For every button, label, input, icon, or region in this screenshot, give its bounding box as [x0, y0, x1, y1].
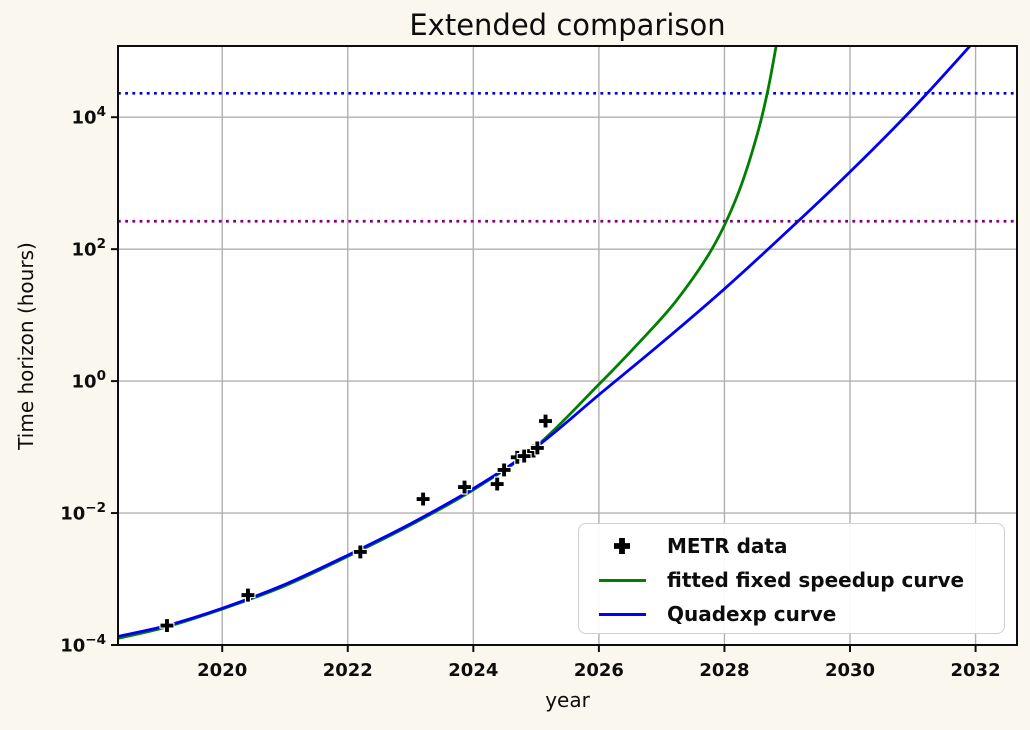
metr-data-point	[456, 479, 473, 495]
y-tick-label: 100	[72, 368, 106, 393]
metr-data-point	[159, 618, 175, 634]
metr-data-point	[352, 544, 368, 560]
metr-data-point	[496, 462, 512, 478]
plus-marker-icon	[614, 538, 630, 554]
legend-item-quadexp-curve: Quadexp curve	[592, 597, 1004, 631]
legend-label-quadexp-curve: Quadexp curve	[667, 602, 837, 626]
y-tick-label: 10−2	[60, 500, 106, 525]
metr-data-point	[240, 587, 256, 603]
y-tick-label: 102	[72, 236, 106, 261]
x-axis-label: year	[545, 688, 590, 712]
curve-quadexp-curve	[118, 46, 972, 638]
x-tick-label: 2032	[951, 660, 1001, 681]
legend: METR data fitted fixed speedup curve Qua…	[578, 523, 1005, 634]
chart-title: Extended comparison	[409, 8, 726, 42]
metr-data-point	[415, 491, 431, 507]
metr-data-point	[537, 413, 554, 429]
legend-label-metr-data: METR data	[667, 534, 788, 558]
x-tick-label: 2028	[699, 660, 749, 681]
x-tick-label: 2030	[825, 660, 875, 681]
x-tick-label: 2026	[574, 660, 624, 681]
metr-data-point	[529, 440, 545, 456]
legend-swatch	[592, 578, 652, 582]
legend-item-fitted-fixed-speedup-curve: fitted fixed speedup curve	[592, 563, 1004, 597]
x-tick-label: 2022	[323, 660, 373, 681]
green-line-icon	[598, 578, 646, 582]
legend-item-metr-data: METR data	[592, 529, 1004, 563]
x-tick-label: 2024	[448, 660, 498, 681]
y-tick-label: 104	[72, 104, 106, 128]
legend-label-fitted-fixed-speedup-curve: fitted fixed speedup curve	[667, 568, 965, 592]
y-axis-label: Time horizon (hours)	[14, 242, 38, 450]
blue-line-icon	[598, 612, 646, 616]
x-tick-label: 2020	[197, 660, 247, 681]
legend-swatch	[592, 612, 652, 616]
legend-swatch	[592, 536, 652, 556]
metr-data-point	[489, 476, 505, 492]
axes-spines	[117, 45, 1018, 646]
y-tick-label: 10−4	[60, 632, 106, 657]
